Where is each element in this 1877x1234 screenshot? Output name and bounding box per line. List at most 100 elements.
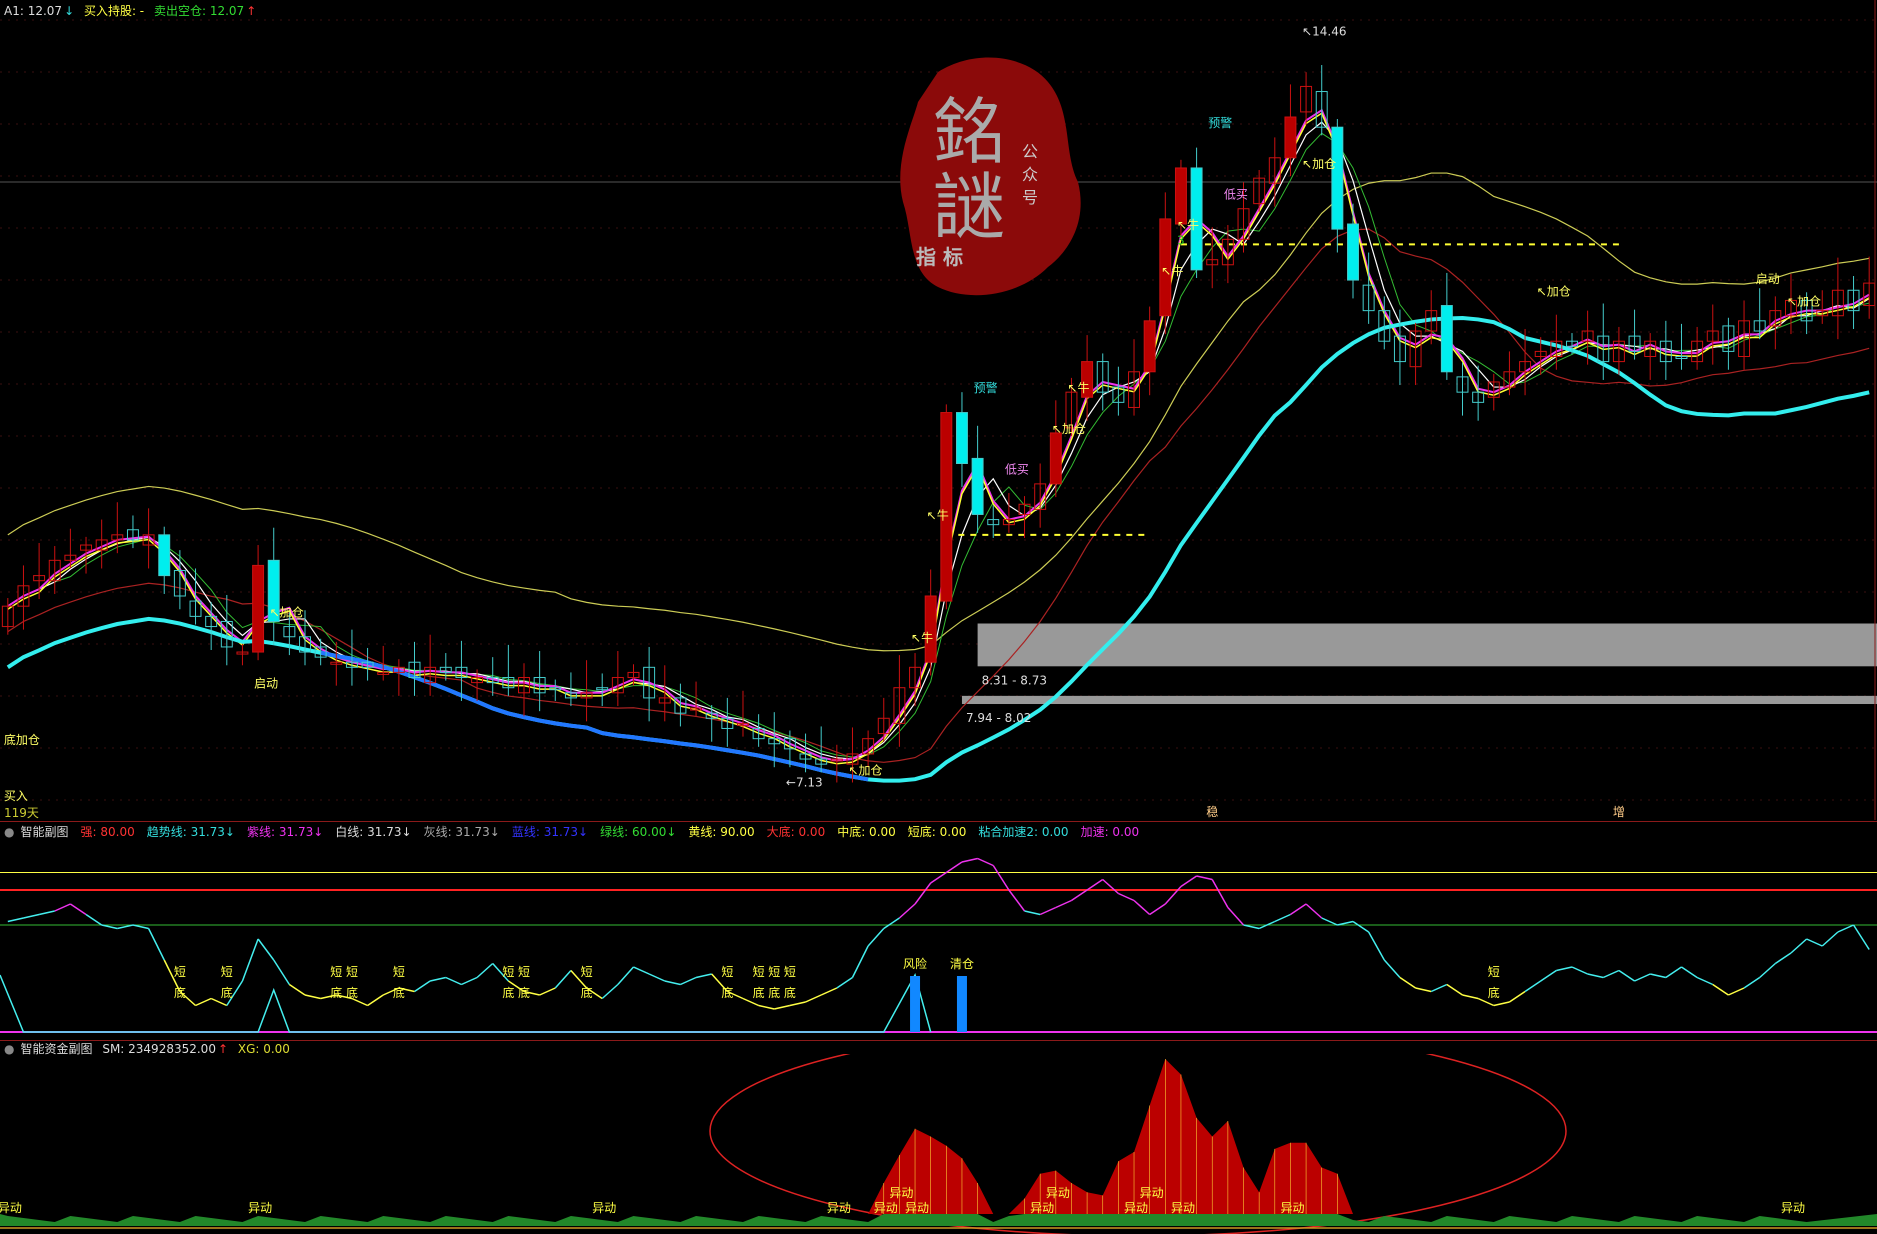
oscillator-segment [117,924,134,930]
candle-body [314,646,327,658]
collapse-icon[interactable]: ● [4,825,15,839]
bottom-top-label: 短 [518,965,530,979]
candle-body [1644,340,1657,357]
candle-body [643,666,656,699]
candle-body [48,559,61,582]
support-zone [977,623,1877,667]
candle-body [502,677,515,689]
candle-body [564,692,577,699]
oscillator-segment [617,966,635,985]
oscillator-segment [1618,969,1635,982]
bottom-label: 底 [330,985,342,1000]
bottom-top-label: 短 [581,965,593,979]
candle-body [1487,381,1500,398]
oscillator-segment [1321,917,1338,926]
candle-body [1190,167,1203,271]
candle-body [330,661,343,665]
oscillator-segment [664,980,681,986]
candle-body [252,564,265,653]
oscillator-segment [38,910,55,916]
bottom-top-label: 短 [221,965,233,979]
candle-body [1315,91,1328,128]
bottom-label: 底 [346,985,358,1000]
oscillator-segment [1118,892,1135,902]
candle-body [17,585,30,607]
candle-body [1503,371,1516,388]
oscillator-segment [1790,938,1808,954]
sub1-legend-item: 趋势线: 31.73↓ [146,825,235,839]
oscillator-segment [1837,924,1854,933]
sub2-title: 智能资金副图 [20,1042,93,1056]
candle-body [1816,310,1829,317]
anomaly-label: 异动 [0,1201,22,1215]
arrow-up-icon: ↑ [217,1042,229,1056]
collapse-icon[interactable]: ● [4,1042,15,1056]
logo-bottom-text: 指 标 [916,245,963,269]
candle-body [1847,289,1860,312]
oscillator-segment [195,997,212,1007]
candle-body [1738,320,1751,357]
logo-seal: 銘 謎 公 众 号 指 标 [900,57,1081,296]
oscillator-segment [742,997,759,1007]
oscillator-segment [1743,976,1761,989]
oscillator-segment [163,959,181,992]
candle-body [1159,218,1172,317]
annotation-label: 底加仓 [4,732,40,747]
oscillator-segment [1540,969,1557,982]
oscillator-segment [1102,878,1119,895]
sub1-legend-item: 黄线: 90.00 [688,825,755,839]
candle-body [971,457,984,515]
oscillator-segment [1008,889,1026,912]
bottom-top-label: 短 [330,965,342,979]
oscillator-segment [1462,994,1479,1000]
oscillator-segment [1806,938,1823,947]
candle-body [1300,85,1313,113]
candle-body [95,539,108,551]
candle-body [1237,208,1250,240]
candle-body [345,661,358,668]
candle-body [424,666,437,684]
oscillator-segment [586,987,603,1000]
annotation-label: 买入 [4,789,28,803]
bottom-top-label: 短 [721,965,733,979]
highlight-ellipse [709,1054,1567,1234]
logo-side-text: 公 [1022,142,1038,161]
candle-body [518,677,530,694]
anomaly-label: 异动 [1280,1201,1304,1215]
logo-side-text: 众 [1022,165,1038,184]
main-price-chart[interactable]: 8.31 - 8.737.94 - 8.02买入底加仓↖加仓启动←7.13↖加仓… [0,0,1877,820]
bottom-label: 底 [1488,985,1500,1000]
oscillator-segment [1243,924,1260,930]
candle-body [533,677,546,694]
oscillator-segment [1571,966,1588,975]
candle-body [955,412,968,465]
zone-label: 8.31 - 8.73 [982,673,1047,687]
bottom-label: 底 [581,985,593,1000]
annotation-label: ↖加仓 [270,605,304,619]
candle-body [126,529,139,541]
bottom-label: 底 [768,985,780,1000]
sm-value: SM: 234928352.00 [102,1042,216,1056]
candle-body [220,620,233,648]
trend-down-line [320,650,869,782]
arrow-up-icon: ↑ [246,4,257,18]
annotation-label: ←7.13 [786,776,823,790]
candle-body [1049,432,1062,485]
oscillator-segment [1602,969,1620,979]
candle-body [627,671,640,679]
candle-body [1659,340,1672,363]
anomaly-label: 异动 [905,1201,929,1215]
sub1-legend-item: 加速: 0.00 [1080,825,1140,839]
candle-body [1769,310,1782,327]
oscillator-segment [1524,980,1542,993]
candle-body [1018,503,1031,515]
bottom-label: 底 [502,985,514,1000]
annotation-label: 预警 [974,380,998,395]
candle-body [189,600,202,617]
candle-body [940,412,953,602]
bottom-label: 底 [784,985,796,1000]
candle-body [1253,177,1266,205]
candle-body [1206,259,1219,266]
